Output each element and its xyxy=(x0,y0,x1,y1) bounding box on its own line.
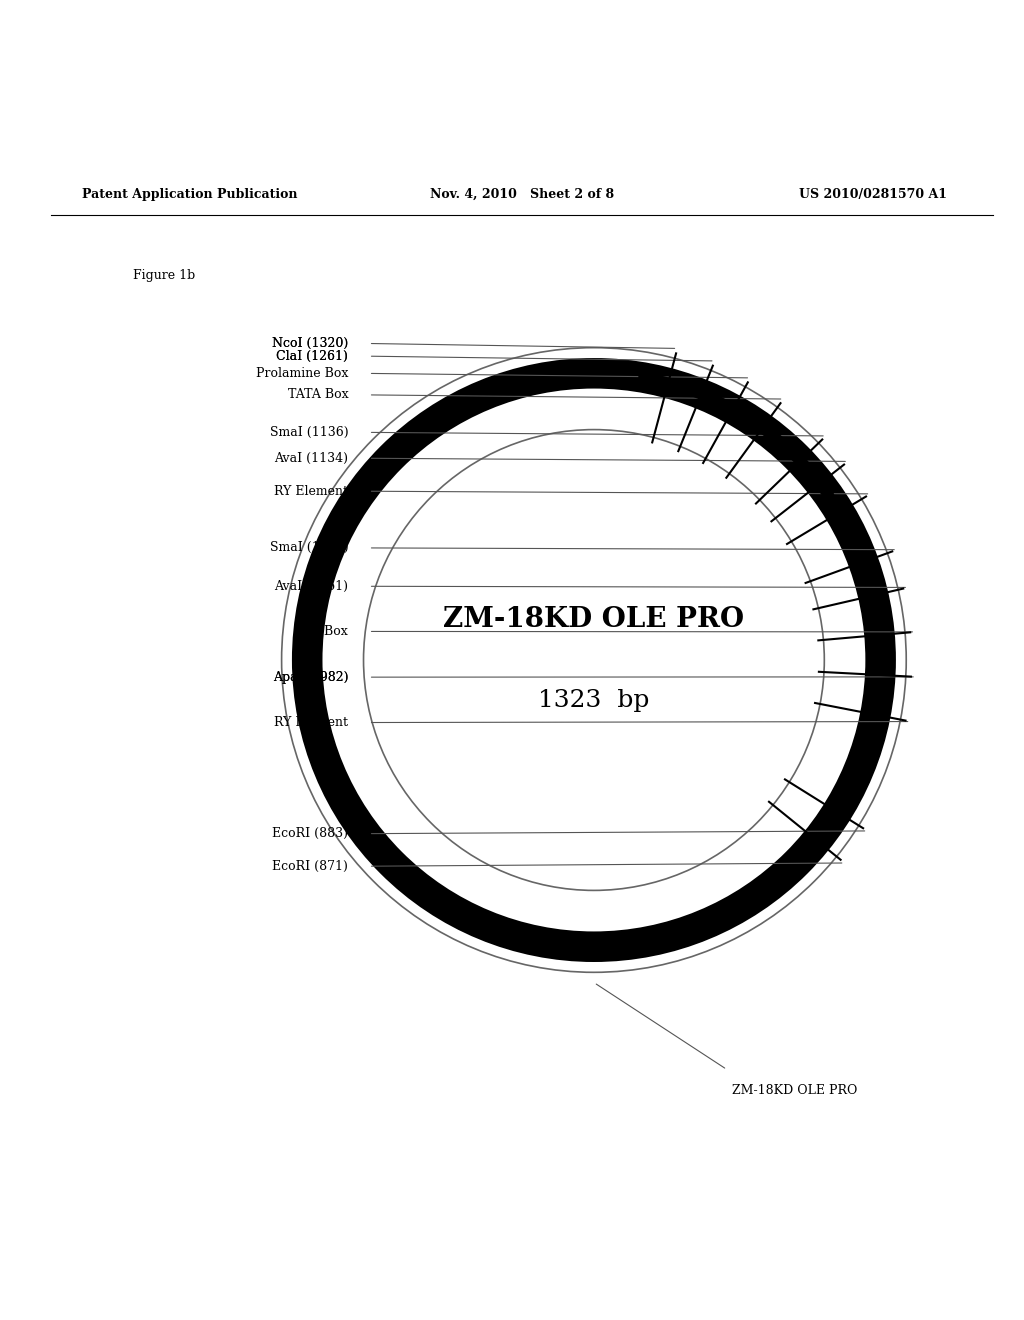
Text: ApaLI (982): ApaLI (982) xyxy=(272,671,348,684)
Text: Nov. 4, 2010   Sheet 2 of 8: Nov. 4, 2010 Sheet 2 of 8 xyxy=(430,187,614,201)
Circle shape xyxy=(369,434,819,886)
Text: RY Element: RY Element xyxy=(274,484,348,498)
Text: ZM-18KD OLE PRO: ZM-18KD OLE PRO xyxy=(443,606,744,632)
Text: NcoI (1320): NcoI (1320) xyxy=(272,337,348,350)
Text: SmaI (1063): SmaI (1063) xyxy=(269,541,348,554)
Text: AvaI (1061): AvaI (1061) xyxy=(274,579,348,593)
Text: EcoRI (883): EcoRI (883) xyxy=(272,828,348,840)
Text: EcoRI (871): EcoRI (871) xyxy=(272,859,348,873)
Text: 1323  bp: 1323 bp xyxy=(539,689,649,713)
Text: Prolamine Box: Prolamine Box xyxy=(256,367,348,380)
Text: US 2010/0281570 A1: US 2010/0281570 A1 xyxy=(799,187,947,201)
Text: Patent Application Publication: Patent Application Publication xyxy=(82,187,297,201)
Text: ClaI (1261): ClaI (1261) xyxy=(276,350,348,363)
Text: RY Element: RY Element xyxy=(274,715,348,729)
Text: SmaI (1136): SmaI (1136) xyxy=(269,426,348,438)
Text: ZM-18KD OLE PRO: ZM-18KD OLE PRO xyxy=(732,1084,857,1097)
Text: AvaI (1134): AvaI (1134) xyxy=(274,451,348,465)
Text: ApaLI (982): ApaLI (982) xyxy=(272,671,348,684)
Text: NcoI (1320): NcoI (1320) xyxy=(272,337,348,350)
Text: TATA Box: TATA Box xyxy=(288,388,348,401)
Text: G Box: G Box xyxy=(310,624,348,638)
Text: Figure 1b: Figure 1b xyxy=(133,269,196,282)
Text: ClaI (1261): ClaI (1261) xyxy=(276,350,348,363)
